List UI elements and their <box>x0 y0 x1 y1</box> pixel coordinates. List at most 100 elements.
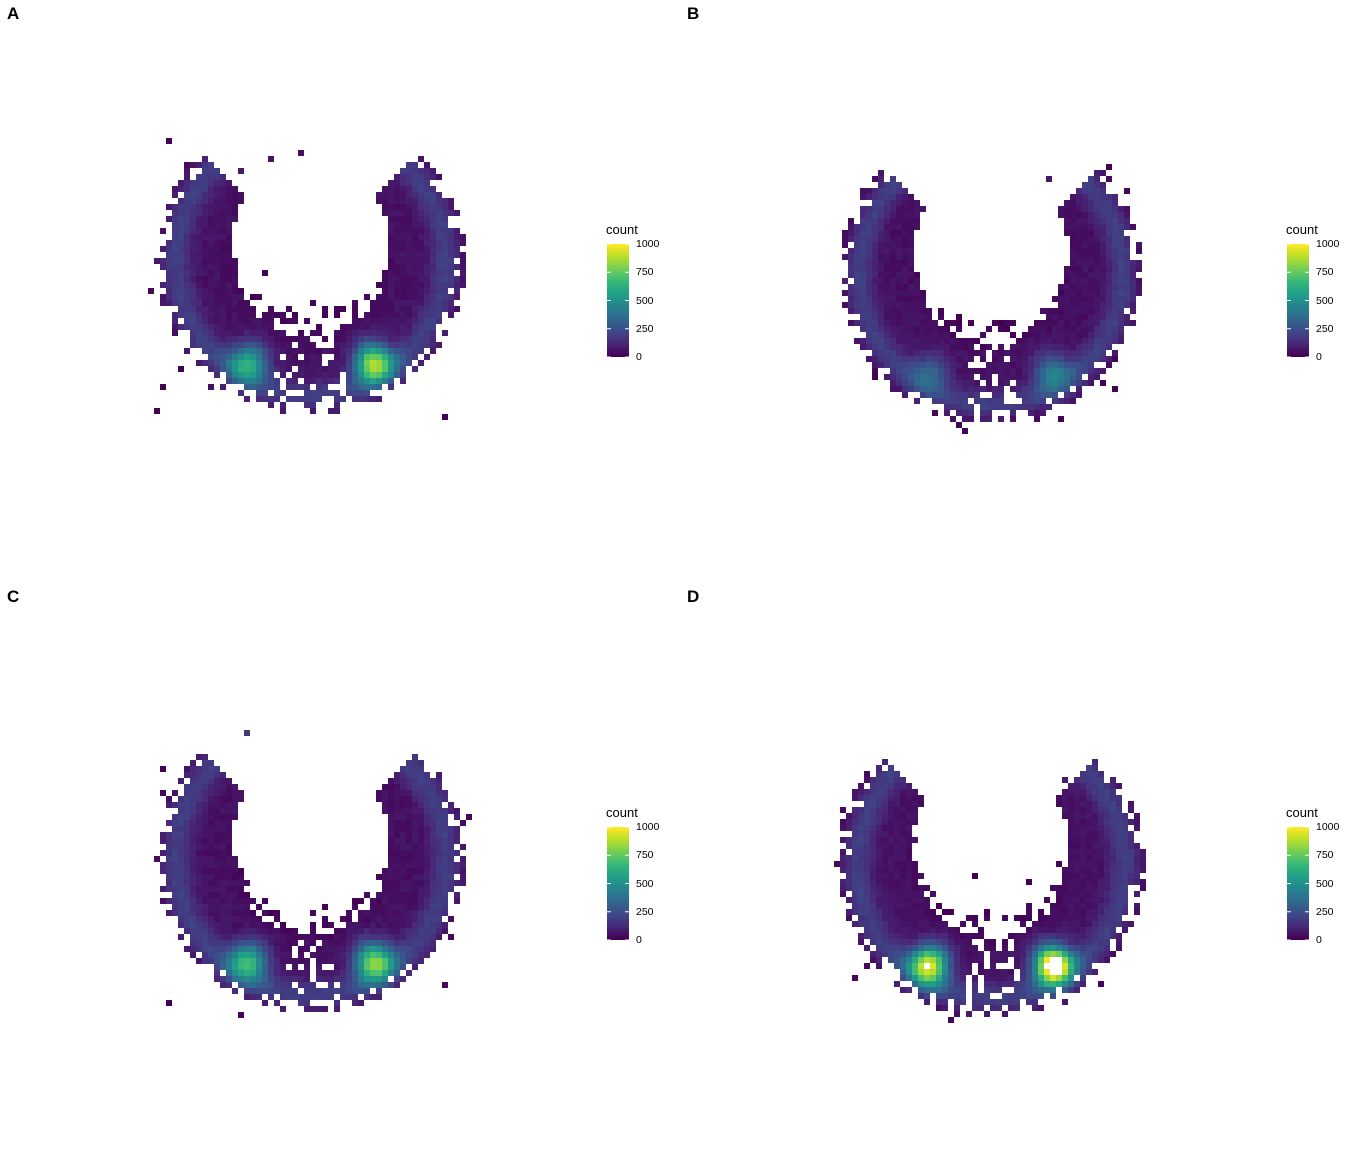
heatmap-cell <box>424 844 430 850</box>
heatmap-cell <box>214 916 220 922</box>
heatmap-cell <box>992 362 998 368</box>
heatmap-cell <box>1122 873 1128 879</box>
panel-tag-d: D <box>687 587 700 606</box>
heatmap-cell <box>876 807 882 813</box>
heatmap-cell <box>418 318 424 324</box>
heatmap-cell <box>184 210 190 216</box>
colorbar-segment <box>607 257 629 260</box>
heatmap-cell <box>896 296 902 302</box>
heatmap-cell <box>1070 392 1076 398</box>
heatmap-cell <box>1092 939 1098 945</box>
heatmap-cell <box>196 312 202 318</box>
heatmap-cell <box>1034 326 1040 332</box>
heatmap-cell <box>974 392 980 398</box>
colorbar-segment <box>1287 262 1309 266</box>
heatmap-cell <box>262 336 268 342</box>
heatmap-cell <box>986 386 992 392</box>
heatmap-cell <box>166 276 172 282</box>
heatmap-cell <box>906 873 912 879</box>
heatmap-cell <box>220 312 226 318</box>
heatmap-cell <box>220 180 226 186</box>
heatmap-cell <box>448 850 454 856</box>
heatmap-cell <box>166 282 172 288</box>
heatmap-cell <box>196 928 202 934</box>
heatmap-cell <box>944 380 950 386</box>
heatmap-cell <box>1092 843 1098 849</box>
heatmap-cell <box>896 218 902 224</box>
heatmap-cell <box>268 402 274 408</box>
heatmap-cell <box>190 820 196 826</box>
heatmap-cell <box>250 994 256 1000</box>
heatmap-cell <box>1112 278 1118 284</box>
heatmap-cell <box>1008 933 1014 939</box>
heatmap-cell <box>394 814 400 820</box>
heatmap-cell <box>406 784 412 790</box>
heatmap-cell <box>238 940 244 946</box>
heatmap-cell <box>220 186 226 192</box>
colorbar-segment <box>1287 902 1309 905</box>
heatmap-cell <box>340 982 346 988</box>
heatmap-cell <box>884 290 890 296</box>
heatmap-cell <box>166 294 172 300</box>
heatmap-cell <box>226 976 232 982</box>
heatmap-cell <box>220 204 226 210</box>
heatmap-cell <box>358 360 364 366</box>
heatmap-cell <box>1002 915 1008 921</box>
heatmap-cell <box>1088 284 1094 290</box>
heatmap-cell <box>226 796 232 802</box>
heatmap-cell <box>894 795 900 801</box>
colorbar-segment <box>607 302 629 305</box>
heatmap-cell <box>854 230 860 236</box>
heatmap-cell <box>1140 867 1146 873</box>
heatmap-cell <box>906 885 912 891</box>
heatmap-cell <box>1082 320 1088 326</box>
heatmap-cell <box>1038 987 1044 993</box>
heatmap-cell <box>208 354 214 360</box>
heatmap-cell <box>280 366 286 372</box>
heatmap-cell <box>160 790 166 796</box>
heatmap-cell <box>436 922 442 928</box>
legend-title-a: count <box>606 222 638 237</box>
heatmap-cell <box>178 306 184 312</box>
heatmap-cell <box>984 975 990 981</box>
heatmap-cell <box>352 312 358 318</box>
heatmap-cell <box>840 825 846 831</box>
heatmap-cell <box>424 910 430 916</box>
heatmap-cell <box>888 813 894 819</box>
heatmap-cell <box>268 360 274 366</box>
heatmap-cell <box>430 796 436 802</box>
colorbar-segment <box>607 266 629 270</box>
heatmap-cell <box>226 204 232 210</box>
heatmap-cell <box>926 326 932 332</box>
colorbar-segment <box>1287 859 1309 862</box>
heatmap-cell <box>412 874 418 880</box>
heatmap-cell <box>178 910 184 916</box>
heatmap-cell <box>460 252 466 258</box>
heatmap-cell <box>352 306 358 312</box>
heatmap-cell <box>262 342 268 348</box>
heatmap-cell <box>334 396 340 402</box>
heatmap-cell <box>424 922 430 928</box>
heatmap-cell <box>304 384 310 390</box>
heatmap-cell <box>154 408 160 414</box>
heatmap-cell <box>334 360 340 366</box>
heatmap-cell <box>1100 290 1106 296</box>
heatmap-cell <box>858 855 864 861</box>
heatmap-cell <box>166 252 172 258</box>
heatmap-cell <box>876 819 882 825</box>
heatmap-cell <box>430 784 436 790</box>
heatmap-cell <box>418 850 424 856</box>
heatmap-cell <box>1080 933 1086 939</box>
heatmap-cell <box>918 891 924 897</box>
heatmap-cell <box>1094 344 1100 350</box>
colorbar-segment <box>607 845 629 849</box>
colorbar-segment <box>607 283 629 287</box>
colorbar-segment <box>607 343 629 347</box>
heatmap-cell <box>1104 819 1110 825</box>
heatmap-cell <box>1026 987 1032 993</box>
heatmap-cell <box>872 206 878 212</box>
heatmap-cell <box>884 260 890 266</box>
heatmap-cell <box>208 922 214 928</box>
heatmap-cell <box>358 396 364 402</box>
heatmap-cell <box>914 224 920 230</box>
